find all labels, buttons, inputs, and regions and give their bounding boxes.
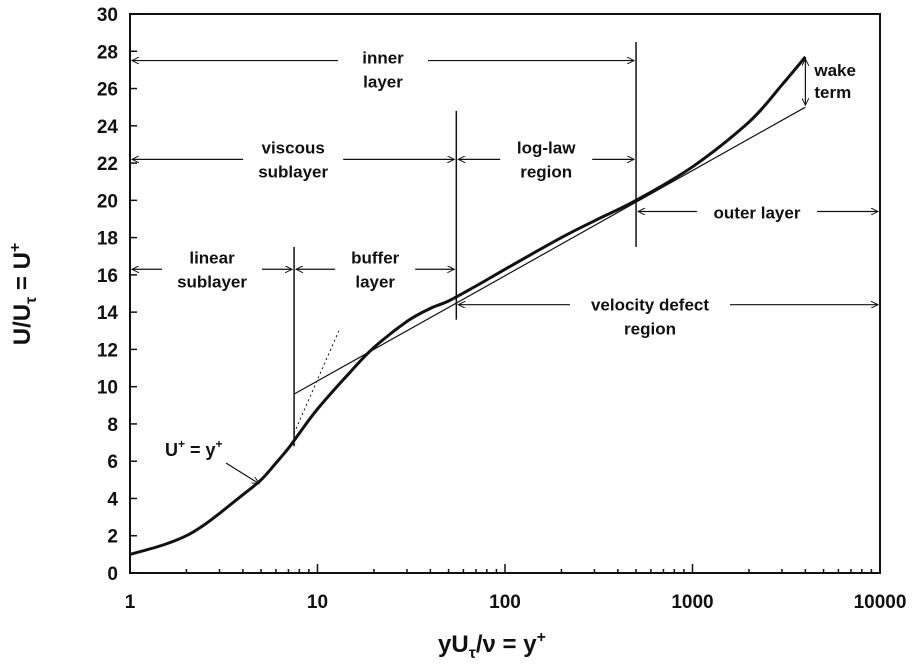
linear-sublayer-label: sublayer [177, 272, 247, 291]
y-tick-label: 2 [107, 527, 118, 548]
x-tick-label: 10 [307, 592, 328, 613]
inner-layer-label: layer [363, 73, 403, 92]
curves-layer [129, 41, 807, 556]
y-tick-label: 26 [97, 80, 118, 101]
wake-term-label: wake [813, 61, 856, 80]
linear-law-label-sup1: + [178, 437, 185, 451]
y-tick-label: 8 [107, 415, 118, 436]
inner-layer-label: inner [362, 49, 404, 68]
log-law-region-label: region [520, 162, 572, 181]
y-tick-label: 6 [107, 452, 118, 473]
x-axis-title-main: yU [438, 631, 469, 658]
buffer-layer-label: layer [355, 272, 395, 291]
y-axis-title: U/Uτ = U+ [7, 243, 40, 346]
log-law-region-label: log-law [517, 138, 576, 157]
y-tick-label: 24 [97, 117, 119, 138]
annotations-layer: inner layer viscous sublayer log-law region li… [132, 49, 878, 484]
y-tick-label: 12 [97, 340, 118, 361]
viscous-sublayer-label: viscous [262, 138, 325, 157]
y-tick-label: 30 [97, 5, 118, 26]
x-tick-label: 1000 [671, 592, 713, 613]
viscous-sublayer-label: sublayer [258, 162, 328, 181]
x-tick-label: 100 [489, 592, 521, 613]
buffer-layer-label: buffer [351, 248, 400, 267]
plot-frame [129, 13, 881, 574]
linear-sublayer-label: linear [189, 248, 235, 267]
y-tick-label: 28 [97, 42, 118, 63]
y-tick-label: 14 [97, 303, 119, 324]
linear-law-label-mid: = y [185, 440, 216, 460]
linear-law-label-main: U [165, 440, 178, 460]
outer-layer-label: outer layer [714, 204, 801, 223]
velocity-profile-curve [129, 55, 807, 556]
y-tick-label: 22 [97, 154, 118, 175]
y-tick-label: 0 [107, 564, 118, 585]
y-axis-title-sup: + [7, 243, 24, 252]
y-tick-label: 10 [97, 378, 118, 399]
log-law-line [293, 106, 806, 395]
x-axis-title: yUτ/ν = y+ [438, 629, 546, 662]
x-axis-title-sub: τ [469, 645, 476, 662]
x-tick-label: 1 [125, 592, 136, 613]
velocity-defect-region-label: velocity defect [591, 296, 709, 315]
y-axis-title-rest: = U [9, 252, 36, 297]
x-axis-title-rest: /ν = y [476, 631, 537, 658]
x-axis-title-sup: + [537, 629, 546, 646]
linear-law-label: U+ = y+ [165, 437, 223, 460]
y-axis-title-sub: τ [23, 297, 40, 304]
x-tick-label: 10000 [854, 592, 907, 613]
y-tick-label: 18 [97, 229, 118, 250]
y-tick-label: 16 [97, 266, 118, 287]
y-tick-label: 4 [107, 489, 118, 510]
y-tick-label: 20 [97, 191, 118, 212]
linear-law-pointer [225, 462, 259, 484]
wake-term-label: term [814, 83, 851, 102]
velocity-defect-region-label: region [624, 320, 676, 339]
linear-law-label-sup2: + [216, 437, 223, 451]
y-axis-title-main: U/U [9, 304, 36, 345]
linear-law-extension [293, 330, 340, 434]
